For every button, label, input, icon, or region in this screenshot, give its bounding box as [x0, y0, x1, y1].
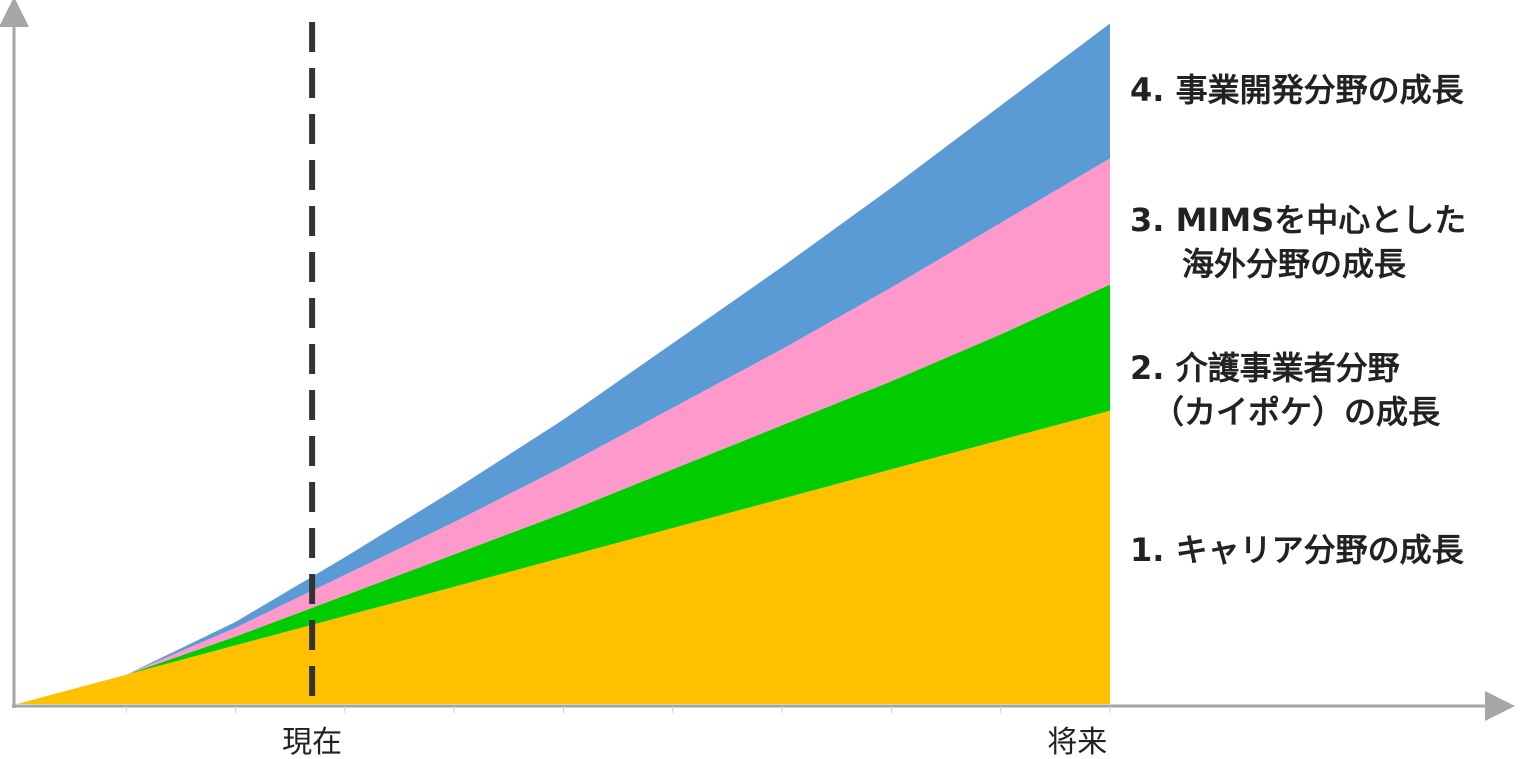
- x-tick-group: 現在 将来: [125, 706, 1111, 759]
- x-tick-label-2: 将来: [1047, 725, 1107, 759]
- series-label-2-line2: （カイポケ）の成長: [1152, 393, 1441, 431]
- series-label-1: 1. キャリア分野の成長: [1130, 531, 1465, 569]
- x-tick-label-1: 現在: [282, 725, 342, 759]
- area-series-1: [17, 410, 1110, 704]
- series-label-3-line2: 海外分野の成長: [1182, 245, 1407, 283]
- series-label-3: 3. MIMSを中心とした: [1130, 201, 1466, 239]
- axes-group: [0, 0, 1515, 721]
- series-label-2: 2. 介護事業者分野: [1130, 349, 1400, 387]
- area-series-group: [17, 23, 1110, 704]
- series-label-4: 4. 事業開発分野の成長: [1130, 71, 1465, 109]
